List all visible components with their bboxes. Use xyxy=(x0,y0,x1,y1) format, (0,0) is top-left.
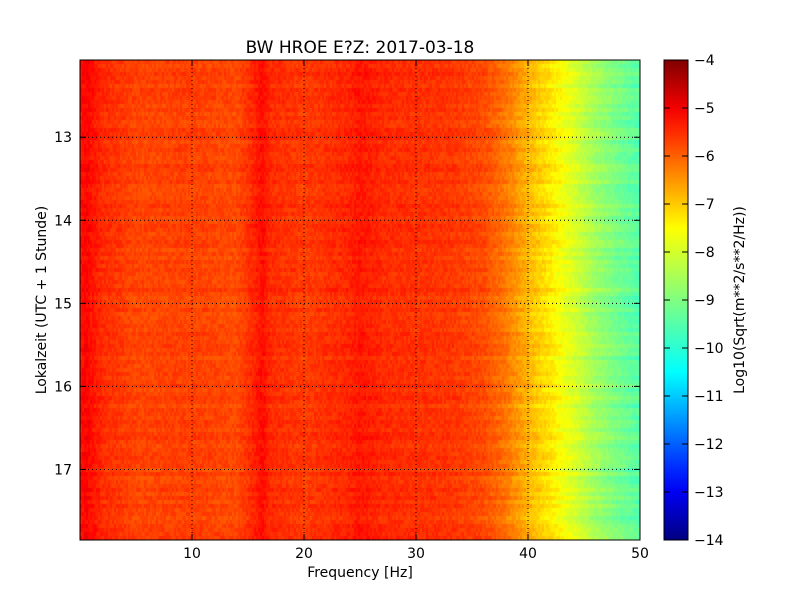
colorbar-label: Log10(Sqrt(m**2/s**2/Hz)) xyxy=(732,206,748,394)
colorbar-tick-label: −11 xyxy=(694,389,724,405)
x-tick-label: 20 xyxy=(295,546,313,562)
y-tick-label: 17 xyxy=(54,462,72,478)
x-tick-label: 30 xyxy=(407,546,425,562)
y-tick-label: 13 xyxy=(54,130,72,146)
colorbar-tick-label: −9 xyxy=(694,293,715,309)
spectrogram-heatmap xyxy=(80,60,640,540)
colorbar-tick-label: −4 xyxy=(694,53,715,69)
y-tick-label: 14 xyxy=(54,213,72,229)
colorbar-tick-label: −12 xyxy=(694,437,724,453)
colorbar-tick-label: −14 xyxy=(694,533,724,549)
x-axis: 10 20 30 40 50 xyxy=(183,60,649,562)
colorbar-tick-label: −7 xyxy=(694,197,715,213)
y-tick-label: 15 xyxy=(54,296,72,312)
colorbar-tick-label: −10 xyxy=(694,341,724,357)
colorbar-tick-label: −5 xyxy=(694,101,715,117)
colorbar-tick-label: −8 xyxy=(694,245,715,261)
y-axis-label: Lokalzeit (UTC + 1 Stunde) xyxy=(34,206,50,395)
colorbar-tick-label: −6 xyxy=(694,149,715,165)
x-tick-label: 10 xyxy=(183,546,201,562)
y-tick-label: 16 xyxy=(54,379,72,395)
x-axis-label: Frequency [Hz] xyxy=(307,565,413,581)
plot-frame xyxy=(79,59,641,541)
x-tick-label: 40 xyxy=(519,546,537,562)
y-axis: 13 14 15 16 17 xyxy=(54,130,640,478)
chart-title: BW HROE E?Z: 2017-03-18 xyxy=(246,38,475,58)
colorbar: −4 −5 −6 −7 −8 −9 −10 −11 −12 −13 −14 xyxy=(663,53,724,549)
x-tick-label: 50 xyxy=(631,546,649,562)
heatmap-image xyxy=(80,60,640,540)
grid-lines xyxy=(80,60,640,540)
colorbar-tick-label: −13 xyxy=(694,485,724,501)
